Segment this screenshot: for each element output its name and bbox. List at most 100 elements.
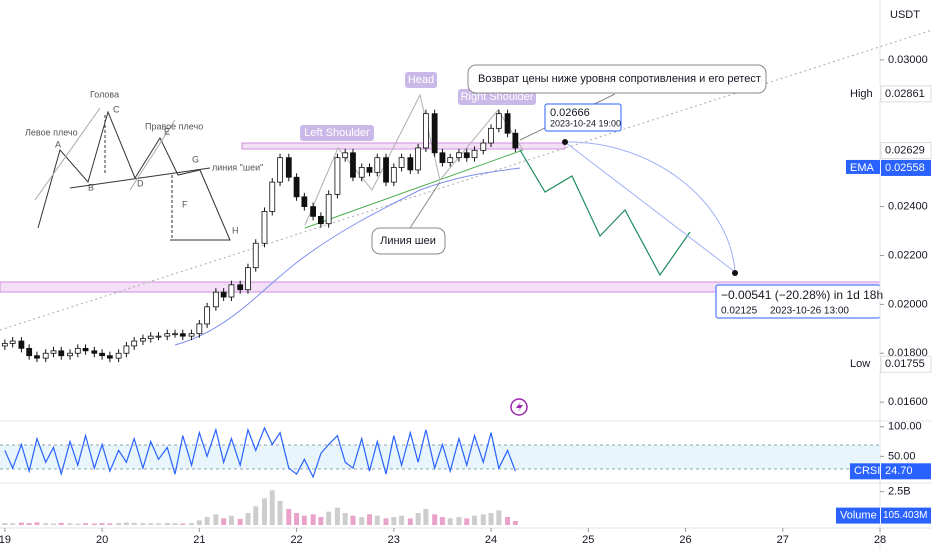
volume-bar (496, 510, 502, 525)
volume-bar (261, 498, 267, 525)
volume-bar (67, 523, 73, 525)
sketch-label: Левое плечо (25, 127, 78, 137)
volume-bar (228, 515, 234, 525)
volume-bar (91, 523, 97, 525)
volume-bar (131, 522, 137, 525)
target-dot (732, 270, 738, 276)
ema-line (174, 167, 521, 346)
volume-bar (172, 523, 178, 525)
candle-body (212, 291, 219, 308)
crsi-badge (881, 463, 931, 480)
volume-bar (10, 523, 16, 525)
volume-bar (221, 518, 227, 525)
price-badge (880, 142, 932, 160)
volume-bar (237, 519, 243, 525)
pattern-outline (304, 93, 524, 226)
candle-body (58, 350, 65, 357)
price-badge-label: 0.02558 (885, 162, 925, 174)
sketch-label: линия "шеи" (212, 162, 263, 172)
candle-body (488, 127, 494, 144)
volume-bar (488, 513, 494, 525)
candle-body (512, 132, 519, 149)
projection-path (519, 149, 691, 277)
projection-price: 0.02125 (721, 306, 758, 317)
candle-body (245, 267, 251, 291)
candle-body (407, 157, 414, 171)
head-label: Head (408, 74, 434, 86)
volume-bar (407, 518, 413, 525)
volume-bar (269, 490, 275, 525)
volume-bar (155, 523, 161, 525)
candle-body (301, 196, 308, 207)
neck-line (304, 149, 524, 229)
volume-name-box (836, 507, 880, 524)
crsi-name-box (850, 463, 880, 480)
candle-body (106, 355, 113, 359)
volume-bar (359, 517, 365, 525)
candle-body (480, 142, 487, 151)
x-tick-label: 26 (679, 534, 691, 546)
candle-body (456, 152, 462, 159)
volume-bar (164, 523, 170, 525)
candle-body (82, 347, 89, 352)
x-tick-label: 27 (777, 534, 789, 546)
marker-price: 0.02666 (550, 107, 590, 119)
y-tick-label: 0.01600 (888, 396, 928, 408)
y-tick-label: 0.02400 (888, 200, 928, 212)
neckline-label: Линия шеи (380, 235, 436, 247)
volume-bar (294, 513, 300, 525)
sketch-point: C (113, 104, 120, 114)
volume-bar (34, 522, 40, 525)
sketch-point: A (55, 139, 61, 149)
candle-body (42, 352, 49, 359)
alert-icon[interactable] (510, 398, 528, 416)
volume-bar (140, 523, 146, 525)
candle-body (155, 335, 162, 338)
volume-bar (18, 522, 24, 525)
volume-bar (253, 506, 259, 525)
volume-tick-label: 2.5B (888, 486, 911, 498)
x-tick-label: 23 (388, 534, 400, 546)
crsi-tick-label: 100.00 (888, 421, 922, 433)
volume-bar (310, 514, 316, 525)
crsi-tick-label: 50.00 (888, 450, 916, 462)
candle-body (74, 347, 81, 354)
candle-body (285, 157, 292, 178)
label-box (300, 125, 374, 141)
crsi-line (4, 426, 516, 479)
price-badge (880, 355, 932, 373)
candle-body (415, 147, 422, 171)
candle-body (390, 167, 397, 183)
volume-bar (480, 514, 486, 525)
callout-box (371, 227, 446, 255)
candle-body (228, 284, 235, 298)
volume-bar (447, 518, 453, 525)
x-tick-label: 22 (290, 534, 302, 546)
candle-body (164, 333, 171, 337)
crsi-band (0, 445, 880, 469)
price-badge-label: 0.01755 (885, 358, 925, 370)
sketch-label: Голова (90, 89, 119, 99)
sketch-point: F (182, 199, 188, 209)
candle-body (293, 176, 300, 198)
callout-box (467, 64, 767, 94)
marker-box (544, 103, 622, 132)
marker-time: 2023-10-24 19:00 (550, 118, 621, 128)
volume-bar (2, 523, 8, 525)
candle-body (147, 335, 154, 339)
volume-bar (286, 509, 292, 525)
volume-bar (326, 511, 332, 525)
volume-badge-value: 105.403M (883, 510, 927, 521)
candle-body (115, 352, 122, 359)
candle-body (439, 152, 446, 163)
volume-bar (277, 501, 283, 525)
candle-body (196, 323, 203, 335)
sketch-label: Правое плечо (145, 121, 203, 131)
volume-badge (881, 507, 931, 524)
volume-name: Volume (840, 510, 877, 522)
volume-bar (464, 518, 470, 525)
volume-bar (116, 523, 122, 525)
marker-dot (562, 139, 568, 145)
candle-body (358, 167, 365, 178)
volume-bar (439, 517, 445, 525)
